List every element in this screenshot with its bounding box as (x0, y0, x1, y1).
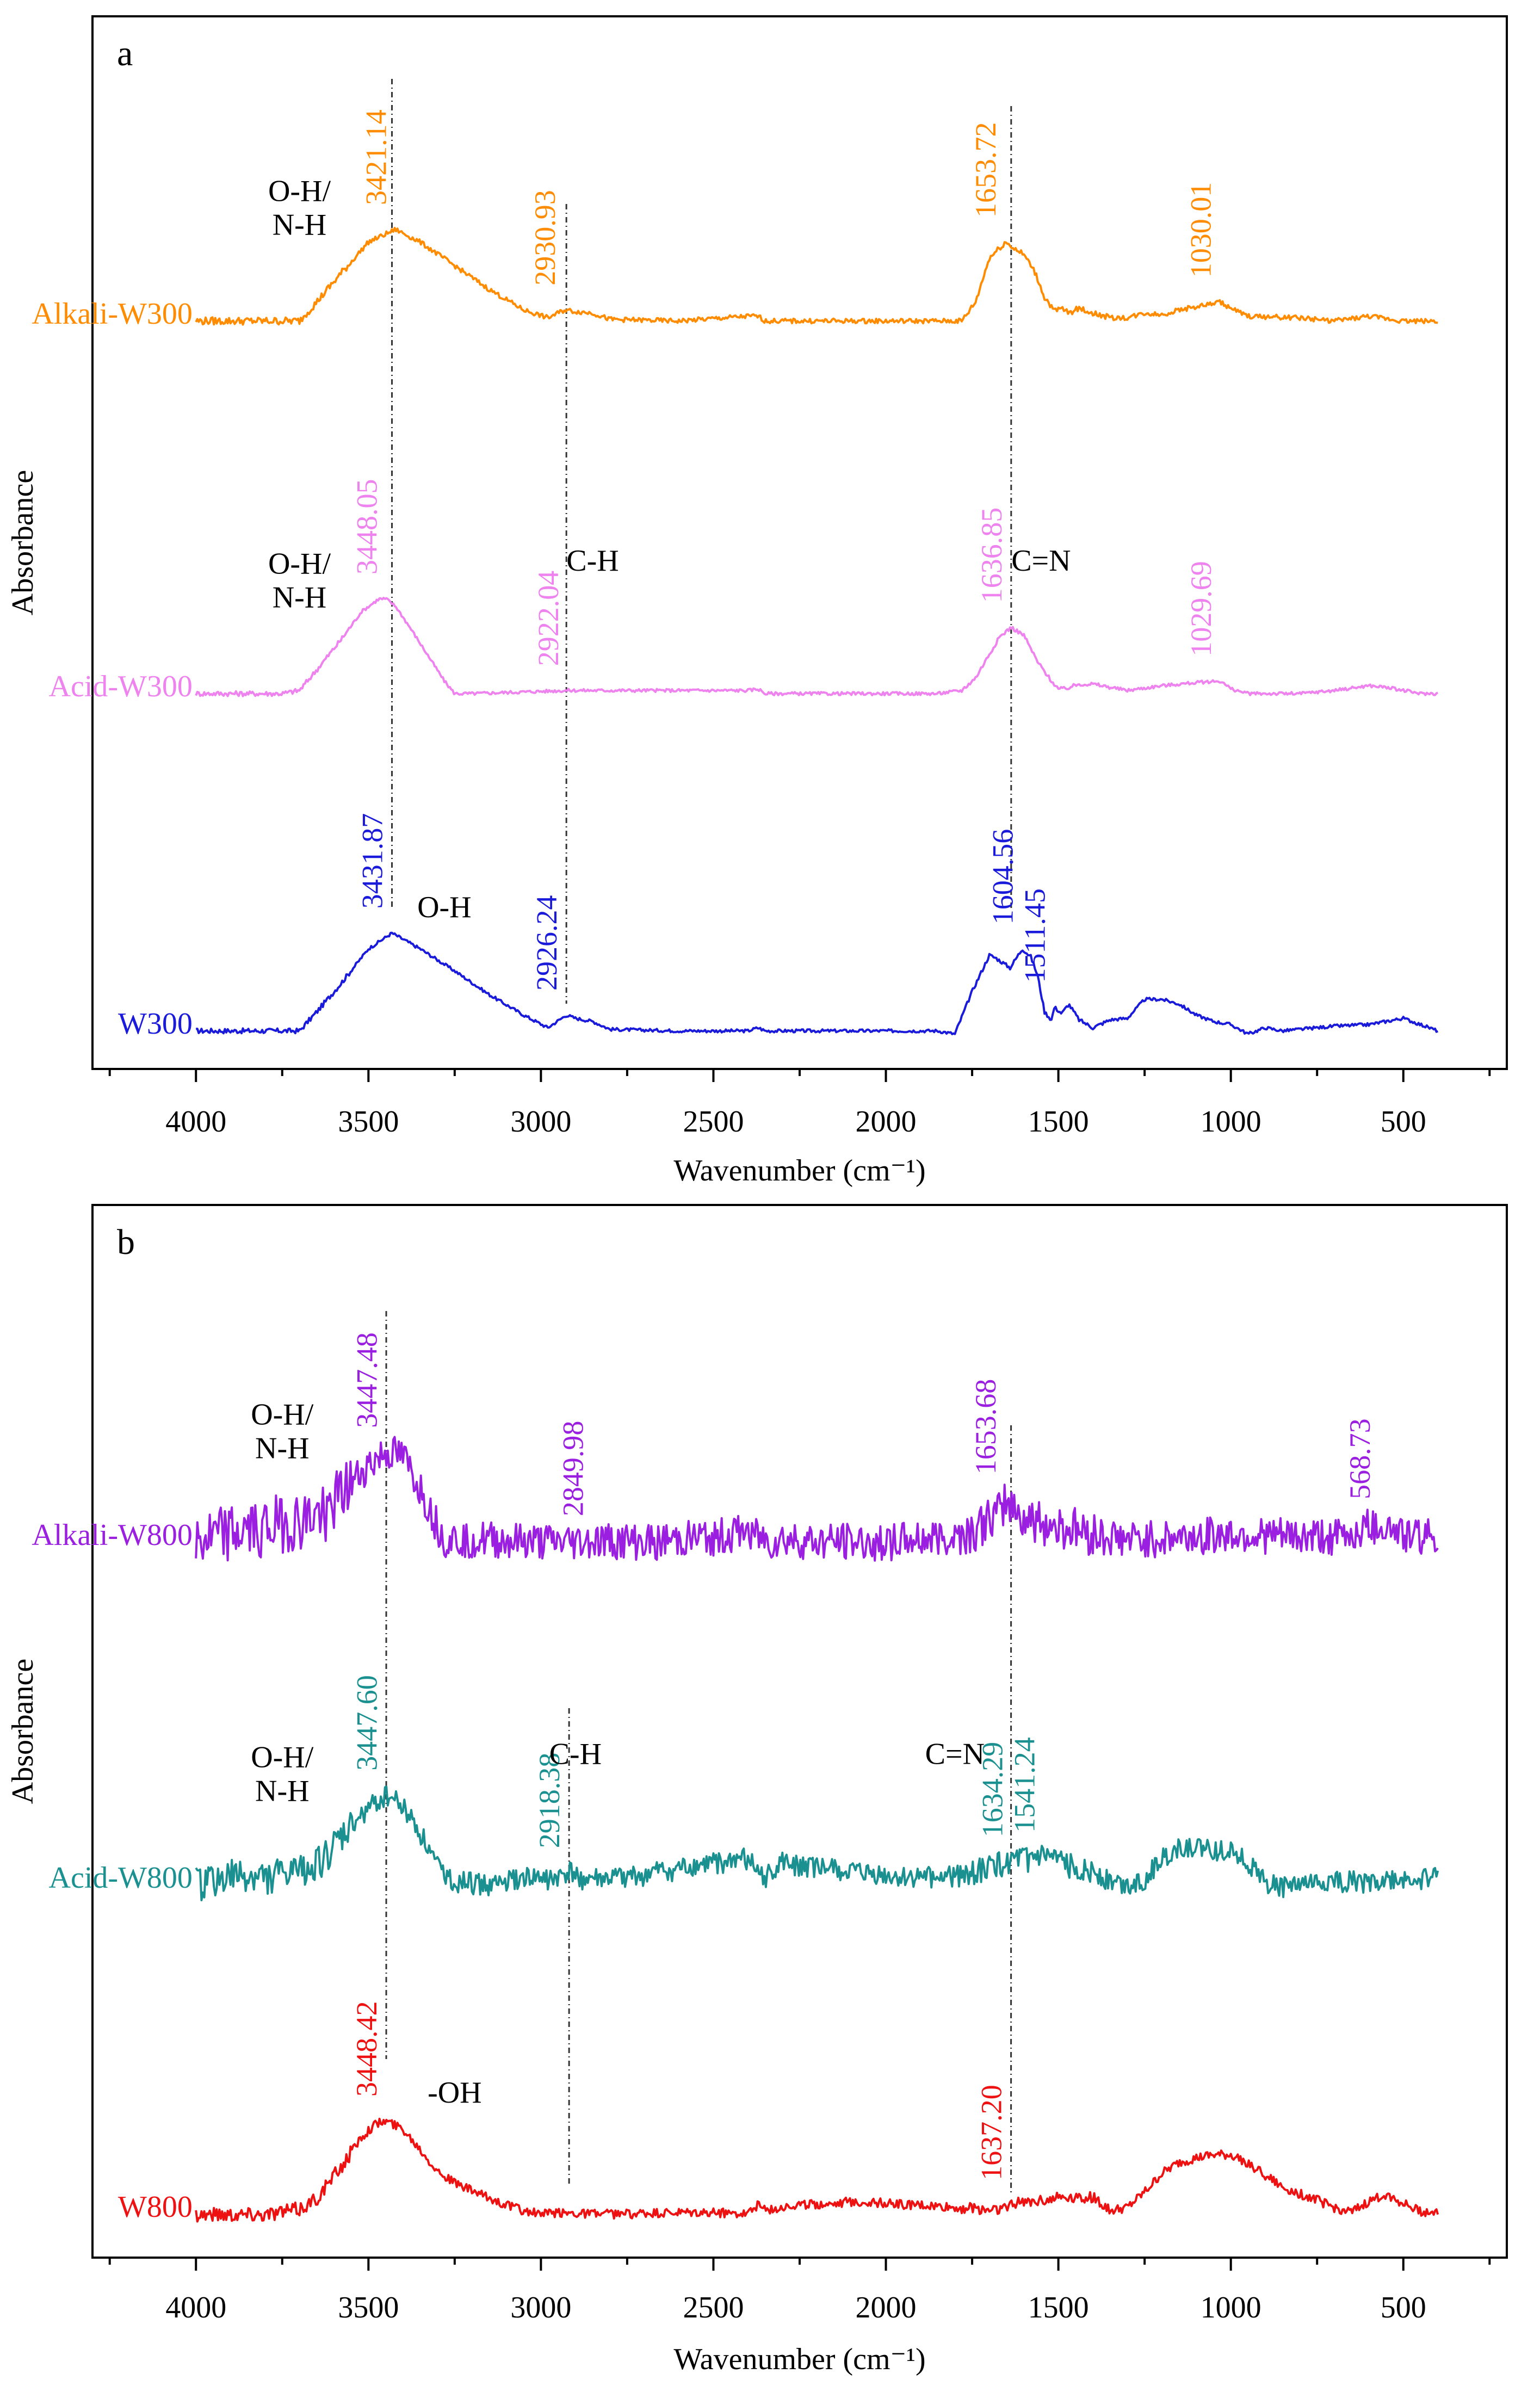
x-tick-label: 500 (1381, 1105, 1426, 1139)
peak-label: 1029.69 (1185, 561, 1217, 657)
x-tick-label: 2000 (856, 1105, 917, 1139)
x-tick-label: 3500 (338, 2291, 399, 2325)
bond-label: N-H (273, 581, 327, 615)
chart-panel-a: a 4000 3500 3000 2500 2000 1500 1000 500 Wavenumb… (6, 15, 1508, 1188)
peak-label: 3431.87 (356, 813, 389, 909)
x-tick-label: 3000 (510, 1105, 571, 1139)
bond-label: C-H (566, 544, 619, 578)
bond-label: N-H (273, 208, 327, 242)
series-label: Alkali-W800 (32, 1518, 192, 1552)
x-tick-label: 1000 (1201, 2291, 1261, 2325)
peak-label: 3448.42 (350, 2001, 383, 2097)
panel-letter: a (117, 34, 133, 73)
peak-label: 2918.38 (533, 1753, 566, 1849)
bond-label: N-H (255, 1431, 310, 1465)
peak-label: 2930.93 (529, 190, 561, 285)
bond-label: O-H/ (251, 1398, 314, 1431)
series-label: W800 (118, 2190, 193, 2224)
peak-label: 1636.85 (975, 508, 1008, 603)
peak-label: 2849.98 (557, 1421, 590, 1517)
series-label: Acid-W800 (49, 1861, 193, 1895)
spectrum-line-acid-w300 (195, 597, 1438, 697)
chart-panel-b: b 4000 3500 3000 2500 2000 1500 1000 500 Wavenumb… (6, 1204, 1508, 2376)
peak-label: 3447.60 (351, 1675, 384, 1771)
x-tick-label: 500 (1381, 2291, 1426, 2325)
y-axis-title: Absorbance (6, 470, 40, 615)
spectrum-line-acid-w800 (195, 1785, 1439, 1901)
x-tick-label: 1500 (1028, 2291, 1089, 2325)
peak-label: 1637.20 (975, 2085, 1008, 2180)
peak-label: 1604.56 (986, 829, 1019, 925)
panel-letter: b (117, 1222, 135, 1262)
peak-label: 3447.48 (351, 1332, 384, 1428)
x-tick-label: 3000 (510, 2291, 571, 2325)
x-tick-label: 3500 (338, 1105, 399, 1139)
bond-label: O-H (417, 891, 472, 924)
peak-label: 2922.04 (532, 571, 565, 666)
x-tick-label: 1000 (1201, 1105, 1261, 1139)
x-tick-label: 2500 (683, 1105, 744, 1139)
bond-label: O-H/ (268, 175, 331, 208)
peak-label: 2926.24 (530, 895, 563, 991)
peak-label: 1541.24 (1008, 1737, 1041, 1833)
bond-label: C-H (549, 1738, 602, 1771)
spectrum-line-w800 (195, 2117, 1439, 2223)
x-tick-label: 2500 (683, 2291, 744, 2325)
y-axis-title: Absorbance (6, 1659, 40, 1804)
x-tick-label: 2000 (856, 2291, 917, 2325)
series-label: Alkali-W300 (32, 297, 192, 331)
x-axis-title: Wavenumber (cm⁻¹) (673, 1154, 925, 1188)
spectrum-line-w300 (195, 931, 1439, 1035)
peak-label: 1030.01 (1185, 182, 1217, 278)
plot-frame (91, 1204, 1508, 2259)
x-tick-label: 4000 (165, 1105, 226, 1139)
peak-label: 1634.29 (976, 1742, 1009, 1838)
bond-label: O-H/ (251, 1740, 314, 1774)
peak-label: 1653.72 (969, 122, 1002, 218)
x-axis-title: Wavenumber (cm⁻¹) (673, 2342, 925, 2376)
x-tick-label: 4000 (165, 2291, 226, 2325)
series-label: Acid-W300 (49, 670, 193, 703)
peak-label: 3448.05 (350, 479, 383, 575)
bond-label: -OH (428, 2076, 482, 2110)
bond-label: N-H (255, 1774, 310, 1808)
bond-label: C=N (1011, 544, 1071, 578)
peak-label: 3421.14 (360, 109, 392, 205)
peak-label: 1511.45 (1018, 888, 1051, 982)
spectrum-line-alkali-w800 (195, 1436, 1439, 1562)
x-tick-label: 1500 (1028, 1105, 1089, 1139)
spectrum-line-alkali-w300 (195, 227, 1438, 326)
peak-label: 568.73 (1344, 1418, 1376, 1499)
bond-label: C=N (925, 1738, 985, 1771)
peak-label: 1653.68 (969, 1379, 1002, 1475)
series-label: W300 (118, 1007, 193, 1041)
bond-label: O-H/ (268, 547, 331, 581)
